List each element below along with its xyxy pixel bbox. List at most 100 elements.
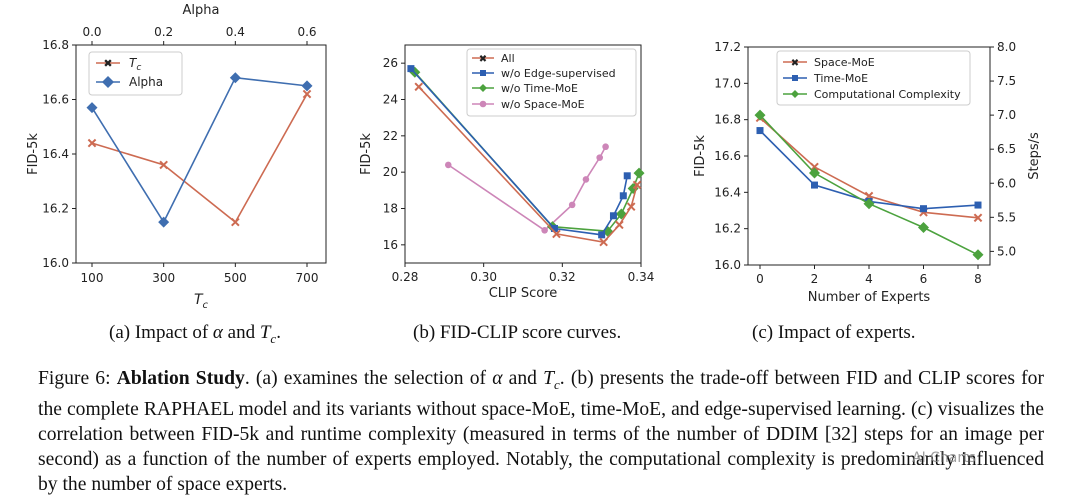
panel-c-y-right-tick-label: 6.0 [997,176,1016,190]
legend-b-time: w/o Time-MoE [501,82,578,95]
panel-b-series-line [418,86,638,243]
legend-a-tc: Tc [129,56,141,73]
panel-a-point [229,72,241,84]
square-icon [792,75,798,81]
panel-c-legend: ✖ Space-MoE Time-MoE Computational Compl… [776,50,971,106]
panel-b-point [633,167,645,179]
panel-b-chart: CLIP Score FID-5k 16 18 20 22 24 26 0.28 0.30 0.… [359,44,655,301]
panel-c-x-tick-label: 0 [756,272,764,286]
panel-b-x-label: CLIP Score [489,286,558,301]
panel-b-y-tick-label: 22 [383,129,398,143]
panel-c-point [920,205,927,213]
panel-b-point [541,227,548,234]
x-icon: ✖ [479,54,487,65]
panel-a-y-tick-label: 16.2 [42,202,69,216]
legend-c-space: Space-MoE [814,56,875,69]
panel-b-point [626,202,636,211]
panel-a-point [159,160,168,170]
panel-a-top-tick-label: 0.4 [226,25,245,39]
panel-c-y-right-tick-label: 7.0 [997,108,1016,122]
panel-a-series-line [91,93,308,224]
panel-c-point [863,198,875,210]
panel-c-y-right-tick-label: 6.5 [997,142,1016,156]
subcaption-c: (c) Impact of experts. [752,322,916,343]
panel-a-x-label: Tc [194,292,209,311]
panel-c-y-label-right: Steps/s [1027,132,1042,180]
diamond-icon [102,76,114,88]
panel-b-point [414,82,424,92]
panel-c-point [756,127,764,135]
panel-c-y-tick-label: 16.4 [714,185,741,199]
diamond-icon [791,90,799,98]
panel-b-y-tick-label: 24 [383,93,398,107]
panel-b-point [623,172,631,180]
panel-c-point [918,222,929,234]
panel-a-point [158,216,170,228]
subcaption-b: (b) FID-CLIP score curves. [413,322,622,343]
legend-a-alpha: Alpha [129,75,163,89]
panel-b-point [568,201,576,209]
panel-b-point [596,154,603,161]
panel-c-x-label: Number of Experts [808,290,931,305]
panel-b-point [552,229,561,239]
panel-b-y-label: FID-5k [359,133,374,175]
square-icon [480,70,486,76]
panel-b-y-tick-label: 20 [383,165,398,179]
panel-a-series-line [91,76,308,224]
panel-b-x-tick-label: 0.30 [470,270,497,284]
diamond-icon [479,84,487,92]
panel-a-top-tick-label: 0.6 [297,25,316,39]
panel-a-legend: ✖ Tc Alpha [88,51,183,96]
circle-icon [479,100,487,108]
panel-c-y-right-tick-label: 5.5 [997,210,1016,224]
panel-a-point [301,80,313,92]
panel-a-point [86,102,98,114]
panel-b-point [598,231,606,239]
figure-caption: Figure 6: Ablation Study. (a) examines t… [38,368,1044,495]
panel-b-x-tick-label: 0.34 [628,270,655,284]
x-icon: ✖ [791,58,799,69]
panel-b-point [599,237,608,247]
panel-b-y-tick-label: 26 [383,56,398,70]
panel-b-point [609,212,617,220]
panel-a-y-tick-label: 16.6 [42,93,69,107]
panel-b-point [632,180,642,190]
panel-a-x-tick-label: 500 [224,271,247,285]
watermark: AI Charts [912,450,976,466]
panel-c-y-tick-label: 16.2 [714,222,741,236]
legend-b-edge: w/o Edge-supervised [501,67,616,80]
panel-b-frame [404,44,642,264]
panel-b-y-tick-label: 18 [383,202,398,216]
panel-c-x-tick-label: 2 [811,272,819,286]
panel-b-point [550,224,558,232]
panel-c-y-tick-label: 16.8 [714,113,741,127]
panel-a-top-tick-label: 0.0 [82,25,101,39]
panel-c-y-label: FID-5k [693,135,708,177]
panel-c-y-right-tick-label: 8.0 [997,40,1016,54]
panel-c-point [974,201,982,209]
x-icon: ✖ [103,57,112,70]
panel-b-x-tick-label: 0.32 [549,270,576,284]
panel-a-chart: Alpha Tc FID-5k 16.0 16.2 16.4 16.6 16.8 100 3… [26,3,327,311]
panel-c-series-line [759,114,979,256]
panel-c-point [810,162,819,172]
legend-b-space: w/o Space-MoE [501,98,585,111]
panel-c-point [972,249,984,261]
panel-a-x-tick-label: 100 [81,271,104,285]
panel-a-y-label: FID-5k [26,133,41,175]
panel-c-x-tick-label: 6 [920,272,928,286]
panel-a-point [87,138,97,148]
panel-c-x-tick-label: 4 [865,272,873,286]
panel-c-y-right-tick-label: 7.5 [997,74,1016,88]
panel-a-y-tick-label: 16.8 [42,38,69,52]
panel-b-y-tick-label: 16 [383,238,398,252]
panel-a-top-axis-label: Alpha [183,3,220,18]
panel-c-y-tick-label: 16.0 [714,258,741,272]
panel-c-y-right-tick-label: 5.0 [997,244,1016,258]
panel-b-point [444,161,452,169]
panel-a-point [302,89,312,99]
panel-a-y-tick-label: 16.4 [42,147,69,161]
legend-c-complexity: Computational Complexity [814,88,961,101]
legend-b-all: All [501,52,515,65]
